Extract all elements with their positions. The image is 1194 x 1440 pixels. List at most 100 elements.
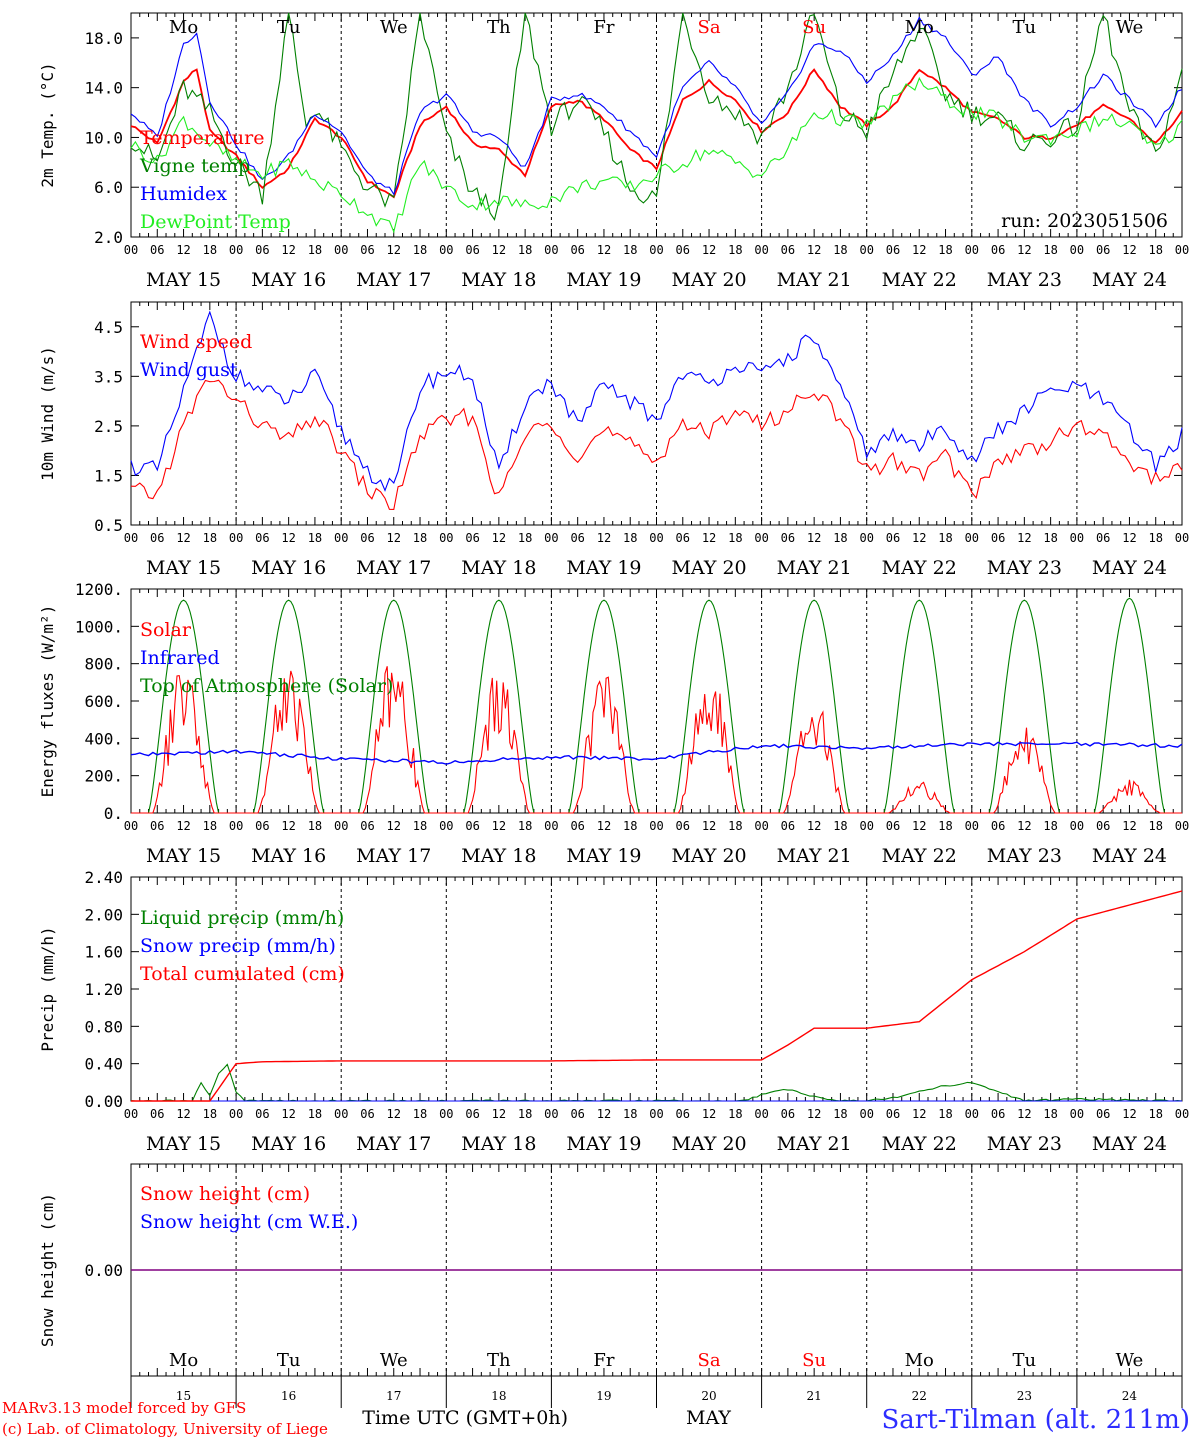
hour-tick-label: 06 bbox=[781, 1107, 795, 1121]
time-axis-label: Time UTC (GMT+0h) bbox=[362, 1407, 568, 1429]
hour-tick-label: 12 bbox=[492, 1107, 506, 1121]
hour-tick-label: 18 bbox=[938, 1107, 952, 1121]
weekday-label: Mo bbox=[169, 1350, 198, 1371]
hour-tick-label: 12 bbox=[807, 243, 821, 257]
hour-tick-label: 06 bbox=[991, 1107, 1005, 1121]
hour-tick-label: 00 bbox=[859, 243, 873, 257]
y-tick-label: 0.00 bbox=[84, 1261, 123, 1280]
hour-tick-label: 12 bbox=[1017, 531, 1031, 545]
hour-tick-label: 00 bbox=[334, 1107, 348, 1121]
y-tick-label: 18.0 bbox=[84, 29, 123, 48]
hour-tick-label: 18 bbox=[1148, 243, 1162, 257]
hour-tick-label: 18 bbox=[413, 1107, 427, 1121]
weekday-label: We bbox=[1116, 17, 1144, 38]
date-label: MAY 16 bbox=[251, 1133, 326, 1155]
hour-tick-label: 06 bbox=[781, 819, 795, 833]
series-wind-gust bbox=[130, 310, 1183, 492]
hour-tick-label: 12 bbox=[702, 243, 716, 257]
day-number-label: 18 bbox=[491, 1389, 506, 1403]
y-axis-label: Snow height (cm) bbox=[38, 1193, 57, 1347]
legend-dewpoint-temp: DewPoint Temp bbox=[140, 211, 291, 233]
hour-tick-label: 12 bbox=[492, 243, 506, 257]
series-wind-speed bbox=[130, 379, 1183, 510]
weekday-label: Th bbox=[487, 17, 511, 38]
day-number-label: 24 bbox=[1122, 1389, 1138, 1403]
hour-tick-label: 12 bbox=[281, 819, 295, 833]
hour-tick-label: 00 bbox=[1175, 243, 1189, 257]
date-label: MAY 20 bbox=[671, 269, 746, 291]
series-temperature bbox=[130, 68, 1183, 199]
hour-tick-label: 12 bbox=[281, 1107, 295, 1121]
hour-tick-label: 06 bbox=[360, 243, 374, 257]
date-label: MAY 23 bbox=[987, 269, 1062, 291]
hour-tick-label: 12 bbox=[176, 531, 190, 545]
hour-tick-label: 06 bbox=[886, 1107, 900, 1121]
hour-tick-label: 18 bbox=[203, 1107, 217, 1121]
weekday-label: We bbox=[380, 1350, 408, 1371]
hour-tick-label: 06 bbox=[360, 1107, 374, 1121]
hour-tick-label: 18 bbox=[623, 819, 637, 833]
hour-tick-label: 12 bbox=[912, 531, 926, 545]
date-label: MAY 20 bbox=[671, 845, 746, 867]
footer-lab-line: (c) Lab. of Climatology, University of L… bbox=[2, 1420, 328, 1438]
hour-tick-label: 06 bbox=[1096, 1107, 1110, 1121]
hour-tick-label: 18 bbox=[938, 243, 952, 257]
date-label: MAY 18 bbox=[461, 269, 536, 291]
weekday-label: Th bbox=[487, 1350, 511, 1371]
legend-liquid-precip-mm-h-: Liquid precip (mm/h) bbox=[140, 907, 344, 929]
weekday-label: We bbox=[380, 17, 408, 38]
hour-tick-label: 18 bbox=[203, 243, 217, 257]
hour-tick-label: 00 bbox=[334, 531, 348, 545]
hour-tick-label: 06 bbox=[676, 531, 690, 545]
hour-tick-label: 18 bbox=[1043, 531, 1057, 545]
hour-tick-label: 12 bbox=[807, 531, 821, 545]
hour-tick-label: 18 bbox=[833, 531, 847, 545]
date-label: MAY 24 bbox=[1092, 269, 1167, 291]
hour-tick-label: 00 bbox=[229, 531, 243, 545]
hour-tick-label: 12 bbox=[492, 531, 506, 545]
hour-tick-label: 00 bbox=[965, 819, 979, 833]
day-number-label: 22 bbox=[912, 1389, 927, 1403]
hour-tick-label: 00 bbox=[1070, 1107, 1084, 1121]
hour-tick-label: 00 bbox=[649, 531, 663, 545]
hour-tick-label: 00 bbox=[334, 243, 348, 257]
hour-tick-label: 00 bbox=[124, 1107, 138, 1121]
hour-tick-label: 18 bbox=[938, 819, 952, 833]
date-label: MAY 19 bbox=[566, 557, 641, 579]
hour-tick-label: 00 bbox=[544, 1107, 558, 1121]
hour-tick-label: 06 bbox=[360, 531, 374, 545]
hour-tick-label: 06 bbox=[676, 243, 690, 257]
date-label: MAY 20 bbox=[671, 557, 746, 579]
hour-tick-label: 12 bbox=[597, 819, 611, 833]
hour-tick-label: 18 bbox=[413, 243, 427, 257]
date-label: MAY 18 bbox=[461, 1133, 536, 1155]
date-label: MAY 15 bbox=[146, 845, 221, 867]
legend-humidex: Humidex bbox=[140, 183, 227, 205]
temperature-panel: 00 06 12 18 00 06 12 18 00 06 12 18 00 06 12 18 00 06 12 18… bbox=[38, 12, 1189, 291]
weekday-label: Sa bbox=[698, 17, 721, 38]
hour-tick-label: 12 bbox=[702, 819, 716, 833]
day-number-label: 16 bbox=[281, 1389, 296, 1403]
y-axis-label: 2m Temp. (°C) bbox=[38, 62, 57, 187]
series-solar bbox=[131, 666, 1182, 814]
hour-tick-label: 00 bbox=[649, 1107, 663, 1121]
y-tick-label: 0. bbox=[104, 804, 123, 823]
hour-tick-label: 18 bbox=[203, 819, 217, 833]
hour-tick-label: 00 bbox=[439, 243, 453, 257]
y-axis-label: 10m Wind (m/s) bbox=[38, 346, 57, 481]
hour-tick-label: 12 bbox=[387, 1107, 401, 1121]
date-label: MAY 22 bbox=[882, 1133, 957, 1155]
snow-panel: 0.00 Snow height (cm) Snow height (cm) Snow… bbox=[38, 1163, 1183, 1408]
date-label: MAY 23 bbox=[987, 1133, 1062, 1155]
hour-tick-label: 06 bbox=[465, 531, 479, 545]
hour-tick-label: 12 bbox=[807, 1107, 821, 1121]
hour-tick-label: 12 bbox=[1017, 243, 1031, 257]
y-tick-label: 1.5 bbox=[94, 466, 123, 485]
y-axis-label: Precip (mm/h) bbox=[38, 926, 57, 1051]
panel-frame bbox=[130, 301, 1183, 526]
hour-tick-label: 06 bbox=[886, 819, 900, 833]
hour-tick-label: 12 bbox=[597, 243, 611, 257]
hour-tick-label: 12 bbox=[1122, 531, 1136, 545]
hour-tick-label: 18 bbox=[518, 819, 532, 833]
